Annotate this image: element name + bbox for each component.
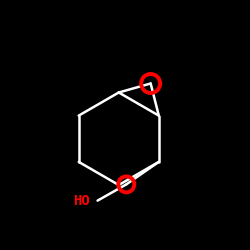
- Text: HO: HO: [73, 194, 90, 207]
